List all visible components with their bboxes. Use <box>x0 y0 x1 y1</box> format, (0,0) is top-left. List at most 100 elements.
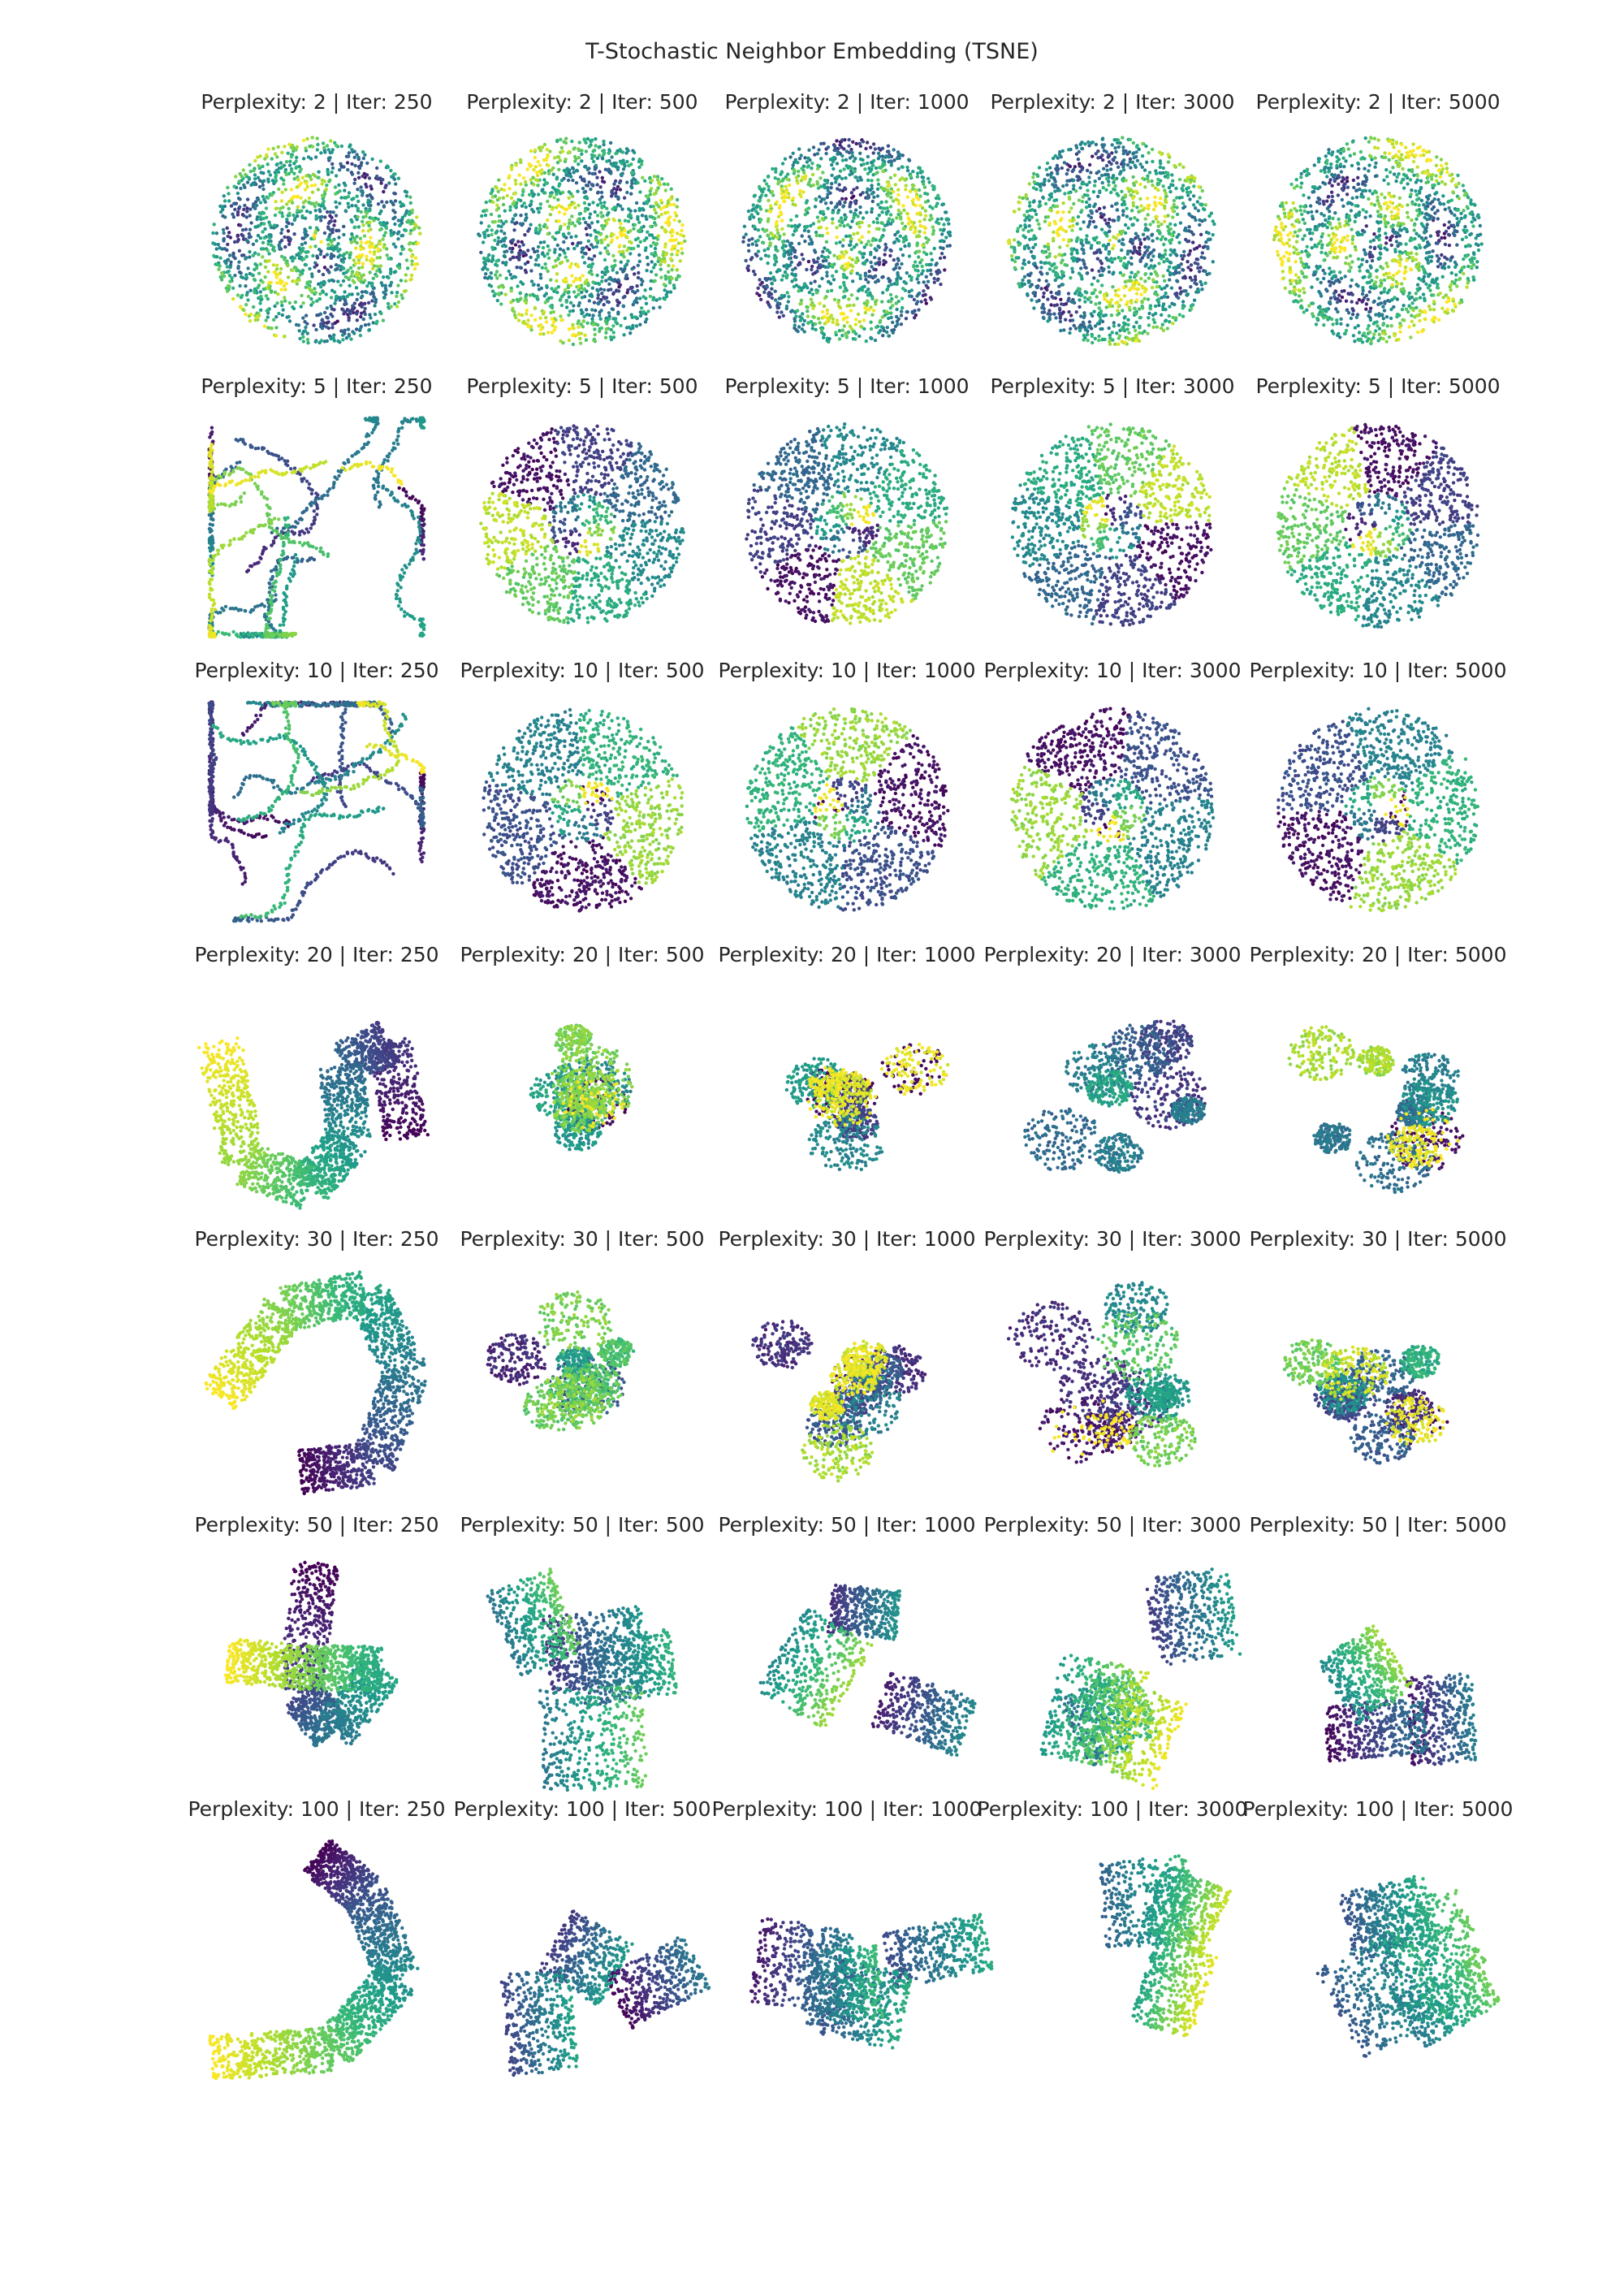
scatter-point <box>849 239 853 244</box>
scatter-point <box>1060 302 1064 306</box>
scatter-point <box>1198 218 1202 223</box>
scatter-point <box>775 219 779 224</box>
scatter-point <box>839 216 844 220</box>
scatter-point <box>818 301 822 305</box>
scatter-point <box>926 176 931 181</box>
scatter-point <box>411 241 416 246</box>
scatter-point <box>304 146 308 150</box>
scatter-point <box>355 312 359 316</box>
scatter-point <box>920 258 924 262</box>
scatter-point <box>248 288 253 292</box>
scatter-point <box>750 242 754 246</box>
scatter-point <box>489 284 494 288</box>
scatter-point <box>756 249 761 253</box>
scatter-point <box>338 248 342 252</box>
scatter-point <box>644 312 648 316</box>
scatter-point <box>265 153 269 157</box>
scatter-point <box>1099 326 1103 331</box>
scatter-point <box>548 213 553 217</box>
scatter-point <box>1089 171 1093 175</box>
scatter-point <box>570 214 574 218</box>
scatter-point <box>620 207 624 211</box>
scatter-point <box>598 287 603 292</box>
scatter-point <box>253 177 257 181</box>
scatter-point <box>350 309 354 313</box>
scatter-point <box>389 168 393 173</box>
scatter-point <box>1034 212 1039 217</box>
scatter-point <box>265 309 269 313</box>
scatter-point <box>867 223 871 228</box>
scatter-point <box>669 187 673 191</box>
scatter-point <box>567 149 571 154</box>
scatter-point <box>274 179 279 183</box>
scatter-point <box>408 231 412 236</box>
scatter-point <box>263 227 267 231</box>
scatter-point <box>542 191 546 195</box>
scatter-point <box>757 184 762 189</box>
scatter-point <box>797 241 801 246</box>
scatter-point <box>825 180 829 185</box>
scatter-point <box>618 204 623 208</box>
scatter-point <box>347 154 351 158</box>
scatter-point <box>632 246 636 251</box>
scatter-point <box>241 234 245 238</box>
scatter-point <box>853 337 857 341</box>
scatter-point <box>888 175 892 180</box>
scatter-point <box>212 253 216 258</box>
scatter-point <box>309 303 313 307</box>
scatter-point <box>856 214 860 218</box>
scatter-point <box>557 210 561 214</box>
scatter-point <box>600 157 605 161</box>
scatter-point <box>271 263 276 267</box>
scatter-point <box>663 277 668 281</box>
scatter-point <box>590 257 594 262</box>
scatter-point <box>324 292 328 296</box>
scatter-point <box>675 197 680 202</box>
scatter-point <box>655 175 660 179</box>
scatter-point <box>389 280 394 285</box>
scatter-point <box>1168 305 1172 309</box>
scatter-point <box>922 250 926 254</box>
scatter-point <box>576 265 581 269</box>
scatter-point <box>778 204 782 208</box>
scatter-point <box>849 147 853 152</box>
scatter-point <box>806 321 810 326</box>
scatter-point <box>328 227 333 232</box>
scatter-point <box>892 240 897 244</box>
scatter-point <box>809 281 813 285</box>
scatter-point <box>1040 310 1044 314</box>
scatter-point <box>801 190 806 194</box>
scatter-point <box>673 211 677 215</box>
scatter-point <box>388 271 393 276</box>
scatter-point <box>836 210 840 215</box>
scatter-point <box>587 257 591 261</box>
scatter-point <box>1142 253 1146 257</box>
scatter-point <box>820 276 824 281</box>
scatter-point <box>1053 153 1057 158</box>
scatter-point <box>849 247 853 252</box>
scatter-point <box>1186 240 1190 244</box>
scatter-point <box>1151 248 1156 253</box>
scatter-point <box>1135 235 1140 240</box>
scatter-point <box>378 256 382 260</box>
scatter-point <box>244 276 249 280</box>
scatter-point <box>1160 296 1164 300</box>
scatter-point <box>755 292 759 296</box>
scatter-point <box>1211 232 1215 237</box>
scatter-point <box>841 296 846 300</box>
scatter-point <box>753 193 757 197</box>
scatter-point <box>1107 252 1111 256</box>
scatter-point <box>1045 287 1049 292</box>
scatter-point <box>598 232 603 236</box>
scatter-point <box>880 300 884 304</box>
scatter-point <box>1105 258 1110 262</box>
scatter-point <box>582 190 586 194</box>
scatter-point <box>368 270 372 275</box>
scatter-point <box>513 275 517 279</box>
scatter-point <box>1116 145 1121 149</box>
scatter-point <box>814 230 818 235</box>
scatter-point <box>924 236 928 240</box>
scatter-point <box>670 247 674 252</box>
scatter-point <box>228 279 232 283</box>
scatter-point <box>803 213 807 217</box>
